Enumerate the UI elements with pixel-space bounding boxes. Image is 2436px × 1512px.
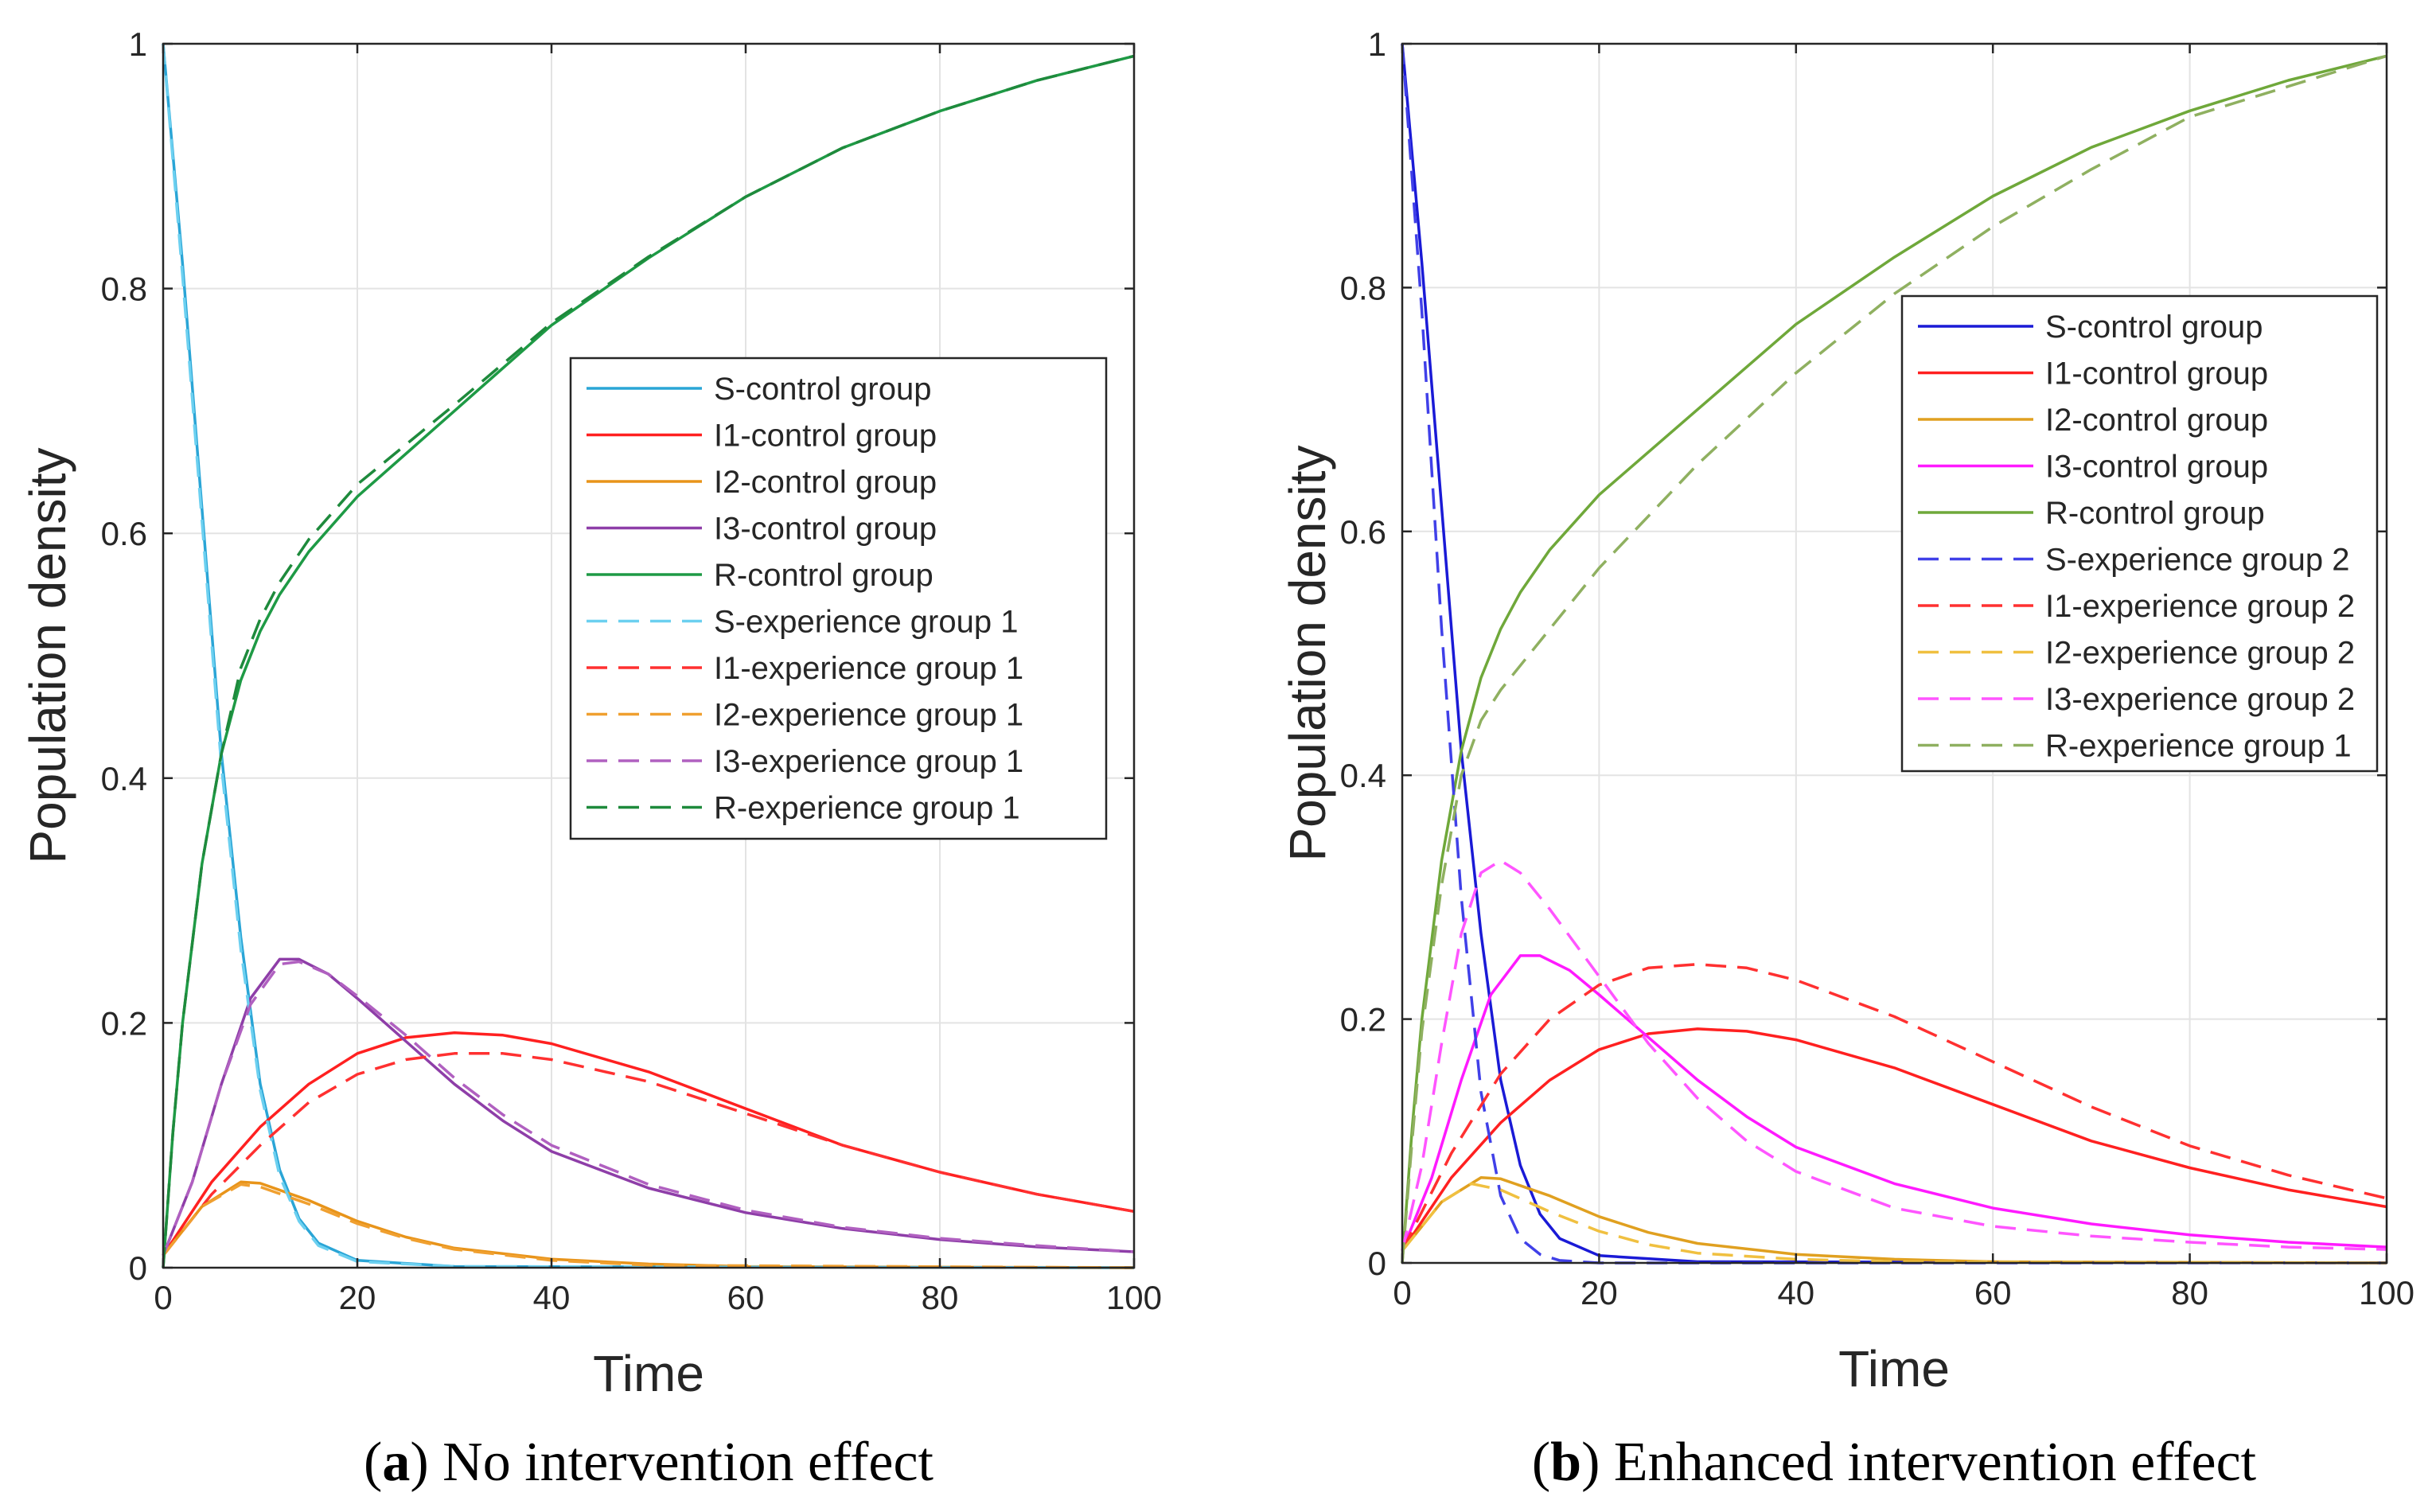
- ticks-a: 0 20 40 60 80 100 0 0.2 0.4 0.6 0.8 1: [101, 25, 1162, 1316]
- lines-b: [1401, 43, 2387, 1265]
- y-tick-label-a: 0: [129, 1249, 147, 1287]
- series-line-i1-experience-group-1: [162, 1052, 1135, 1257]
- caption-text-b: Enhanced intervention effect: [1600, 1432, 2256, 1493]
- legend-entry: I1-experience group 2: [2045, 589, 2355, 624]
- series-line-r-experience-group-1: [162, 54, 1135, 1268]
- legend-entry: R-experience group 1: [2045, 729, 2352, 764]
- legend-entry: S-experience group 1: [714, 605, 1018, 640]
- y-axis-label-b: Population density: [1279, 445, 1336, 861]
- y-tick-label-b: 0.2: [1340, 1001, 1386, 1039]
- x-tick-label-a: 80: [922, 1279, 959, 1316]
- legend-a: S-control group I1-control group I2-contro…: [569, 357, 1108, 840]
- x-tick-label-b: 60: [1974, 1274, 2012, 1311]
- series-line-i3-control-group: [1401, 954, 2387, 1252]
- legend-entry: I1-control group: [714, 419, 937, 454]
- legend-box-a: [569, 357, 1108, 840]
- legend-entry: S-control group: [714, 372, 931, 407]
- legend-entry: I2-control group: [2045, 403, 2268, 438]
- x-tick-label-a: 40: [533, 1279, 571, 1316]
- legend-entry: I3-control group: [714, 512, 937, 547]
- y-tick-label-b: 1: [1368, 25, 1386, 63]
- x-tick-label-a: 20: [339, 1279, 376, 1316]
- y-tick-label-b: 0.6: [1340, 513, 1386, 551]
- y-tick-label-a: 1: [129, 25, 147, 63]
- caption-a: (a) No intervention effect: [364, 1432, 933, 1493]
- panel-a: 0 20 40 60 80 100 0 0.2 0.4 0.6 0.8 1 Time Populati…: [19, 25, 1162, 1493]
- x-axis-label-a: Time: [593, 1345, 704, 1402]
- legend-entry: I3-experience group 1: [714, 744, 1023, 779]
- y-tick-label-a: 0.2: [101, 1004, 147, 1042]
- series-line-s-experience-group-2: [1401, 43, 2387, 1265]
- y-tick-label-b: 0.8: [1340, 269, 1386, 306]
- legend-entry: I3-control group: [2045, 450, 2268, 485]
- series-line-i1-control-group: [1401, 1027, 2387, 1252]
- legend-entry: R-experience group 1: [714, 791, 1020, 826]
- x-tick-label-b: 80: [2171, 1274, 2208, 1311]
- legend-b: S-control group I1-control group I2-contro…: [1900, 294, 2379, 773]
- legend-entry: I1-control group: [2045, 357, 2268, 392]
- caption-letter-a: a: [382, 1432, 410, 1493]
- plot-frame-a: [162, 42, 1136, 1269]
- series-line-i3-experience-group-1: [162, 960, 1135, 1257]
- x-tick-label-b: 100: [2359, 1274, 2415, 1311]
- series-line-s-experience-group-1: [162, 43, 1135, 1269]
- ticks-b: 0 20 40 60 80 100 0 0.2 0.4 0.6 0.8 1: [1340, 25, 2415, 1311]
- series-line-i2-experience-group-1: [162, 1183, 1135, 1269]
- x-tick-label-a: 60: [727, 1279, 765, 1316]
- panel-b: 0 20 40 60 80 100 0 0.2 0.4 0.6 0.8 1 Time Populati…: [1279, 25, 2415, 1493]
- legend-entry: R-control group: [714, 558, 933, 593]
- legend-entry: I1-experience group 1: [714, 651, 1023, 686]
- x-tick-label-a: 100: [1106, 1279, 1162, 1316]
- y-tick-label-b: 0: [1368, 1245, 1386, 1282]
- caption-text-a: No intervention effect: [429, 1432, 934, 1493]
- plot-frame-b: [1401, 42, 2388, 1265]
- x-tick-label-b: 0: [1393, 1274, 1411, 1311]
- series-line-r-control-group: [1401, 54, 2387, 1264]
- legend-entry: I3-experience group 2: [2045, 682, 2355, 717]
- x-tick-label-a: 0: [154, 1279, 172, 1316]
- y-tick-label-a: 0.4: [101, 760, 147, 797]
- legend-box-b: [1900, 294, 2379, 773]
- legend-entry: R-control group: [2045, 496, 2265, 531]
- x-axis-label-b: Time: [1838, 1340, 1950, 1397]
- y-axis-label-a: Population density: [19, 447, 76, 863]
- caption-b: (b) Enhanced intervention effect: [1532, 1432, 2257, 1493]
- legend-entry: I2-control group: [714, 465, 937, 500]
- lines-a: [162, 43, 1135, 1269]
- series-line-i2-experience-group-2: [1401, 1182, 2387, 1265]
- legend-entry: I2-experience group 2: [2045, 636, 2355, 671]
- series-line-i1-experience-group-2: [1401, 962, 2387, 1252]
- y-tick-label-a: 0.6: [101, 515, 147, 552]
- x-tick-label-b: 20: [1580, 1274, 1618, 1311]
- caption-letter-b: b: [1550, 1432, 1581, 1493]
- y-tick-label-a: 0.8: [101, 271, 147, 308]
- series-line-r-experience-group-1: [1401, 54, 2387, 1264]
- series-line-s-control-group: [1401, 43, 2387, 1265]
- series-line-i3-experience-group-2: [1401, 859, 2387, 1252]
- series-line-i2-control-group: [1401, 1176, 2387, 1265]
- y-tick-label-b: 0.4: [1340, 757, 1386, 794]
- legend-entry: I2-experience group 1: [714, 698, 1023, 733]
- x-tick-label-b: 40: [1777, 1274, 1814, 1311]
- legend-entry: S-control group: [2045, 310, 2263, 345]
- legend-entry: S-experience group 2: [2045, 543, 2349, 578]
